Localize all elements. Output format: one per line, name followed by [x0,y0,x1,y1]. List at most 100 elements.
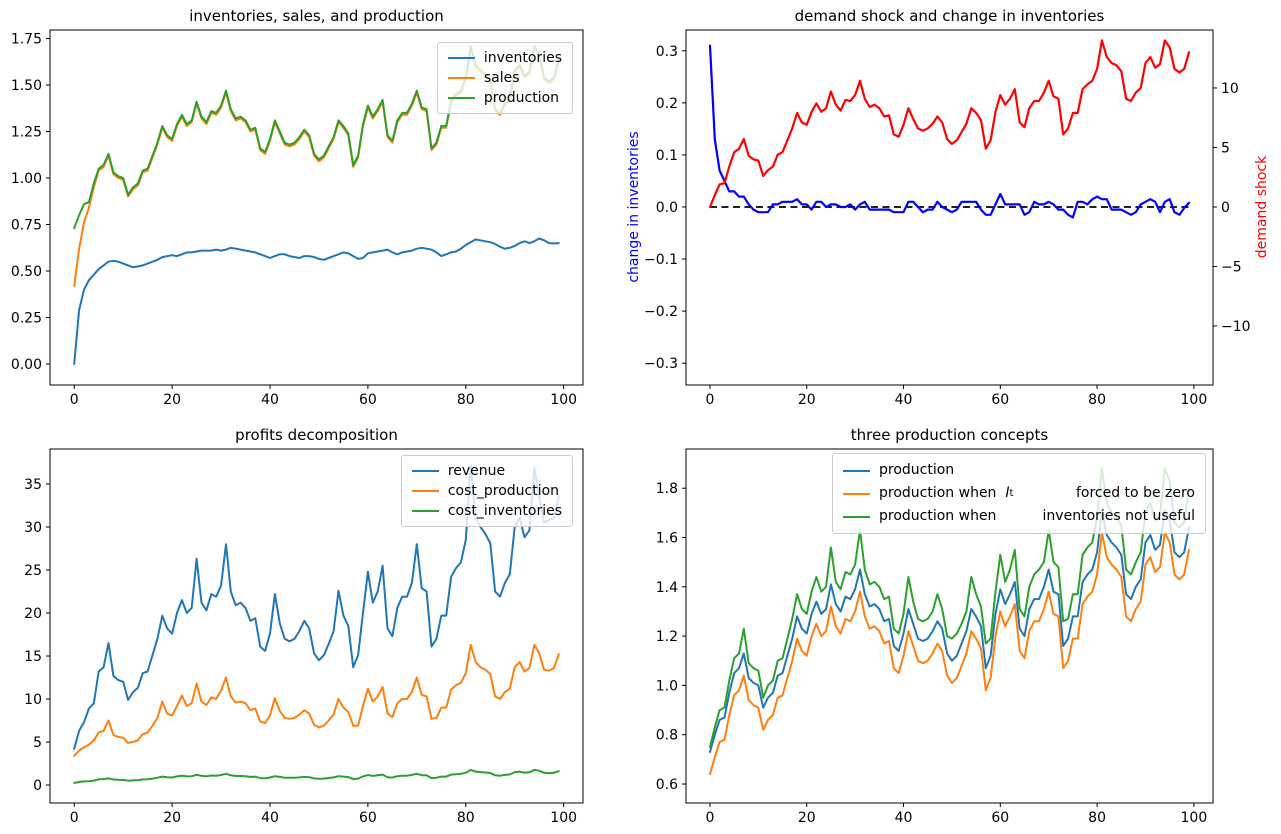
x-tick-label: 100 [1181,392,1208,408]
legend-item: revenue [411,461,562,481]
legend-label: production [483,90,560,106]
legend-line-swatch [411,490,439,492]
legend-item: cost_production [411,481,562,501]
x-tick-label: 20 [798,810,816,826]
legend-line-swatch [843,515,870,518]
x-tick-label: 20 [798,392,816,408]
y-tick-label: 0.25 [11,310,42,326]
y-tick-label: 0.3 [656,44,678,60]
y-right-tick-label: −5 [1221,259,1242,275]
x-tick-label: 20 [163,810,181,826]
x-tick-label: 0 [705,810,714,826]
legend-item: cost_inventories [411,501,562,521]
y-tick-label: 30 [24,520,42,536]
legend-item: production when inventories not useful [843,505,1195,528]
x-tick-label: 40 [261,392,279,408]
chart3-title: profits decomposition [235,426,398,444]
y-axis-label-demand-shock: demand shock [1254,155,1270,259]
y-tick-label: 10 [24,692,42,708]
axes-frame [49,448,584,804]
x-tick-label: 40 [895,392,913,408]
legend-label: revenue [447,463,506,479]
y-tick-label: −0.2 [644,304,678,320]
legend-item: inventories [447,48,562,68]
x-tick-label: 60 [359,392,377,408]
y-right-tick-label: 10 [1221,81,1239,97]
series-line-change-in-inventories [708,44,1191,219]
legend-label-right: forced to be zero [1075,485,1195,501]
series-line-production-when-i_t-forced-to-be-zero [709,531,1190,776]
x-tick-label: 100 [550,392,577,408]
series-line-demand-shock [708,39,1191,209]
y-tick-label: 15 [24,649,42,665]
legend-line-swatch [843,492,870,495]
y-tick-label: −0.3 [644,356,678,372]
legend-label: cost_inventories [447,503,562,519]
chart3-legend: revenue cost_production cost_inventories [400,455,573,527]
series-line-cost_inventories [73,768,560,784]
y-tick-label: 35 [24,477,42,493]
y-tick-label: 20 [24,606,42,622]
legend-label: production [879,462,955,478]
y-tick-label: 1.50 [11,78,42,94]
y-tick-label: 0.2 [656,96,678,112]
x-tick-label: 0 [70,392,79,408]
x-tick-label: 60 [991,810,1009,826]
legend-line-swatch [447,57,475,59]
legend-item: sales [447,68,562,88]
legend-line-swatch [843,469,870,472]
legend-item: production [447,88,562,108]
y-axis-label-change-in-inventories: change in inventories [626,131,642,283]
y-tick-label: 1.2 [656,629,678,645]
x-tick-label: 60 [991,392,1009,408]
y-tick-label: 25 [24,563,42,579]
chart1-title: inventories, sales, and production [189,7,444,25]
series-line-inventories [73,237,560,365]
x-tick-label: 60 [359,810,377,826]
axes-frame [685,29,1214,386]
chart-3-axes: 0 20 40 60 80 100 0 5 10 15 20 25 30 35 [24,448,584,826]
legend-line-swatch [411,510,439,512]
y-tick-label: 0.0 [656,200,678,216]
y-tick-label: 1.75 [11,32,42,48]
x-tick-label: 80 [1088,392,1106,408]
chart2-title: demand shock and change in inventories [794,7,1105,25]
legend-label: cost_production [447,483,560,499]
y-tick-label: 1.25 [11,125,42,141]
legend-item: production [843,459,1195,482]
chart1-legend: inventories sales production [436,42,573,114]
x-tick-label: 0 [705,392,714,408]
math-subscript: t [1009,488,1014,499]
y-tick-label: 1.0 [656,678,678,694]
y-tick-label: 0.1 [656,148,678,164]
x-tick-label: 80 [1088,810,1106,826]
y-right-tick-label: −10 [1221,319,1251,335]
math-italic-symbol: I [1005,485,1010,501]
y-tick-label: 0.6 [656,777,678,793]
legend-line-swatch [447,97,475,99]
x-tick-label: 80 [457,810,475,826]
legend-label: production when [879,485,997,501]
chart-2-axes: 0 20 40 60 80 100−0.3−0.2−0.10.00.10.20.3−10−… [644,29,1251,408]
chart-4-axes: 0 20 40 60 80 100 0.6 0.8 1.0 1.2 1.4 1.6 1.8 [656,448,1214,826]
y-tick-label: 1.00 [11,171,42,187]
legend-label-right: inventories not useful [1042,508,1195,524]
chart4-title: three production concepts [850,426,1049,444]
y-tick-label: 5 [33,735,42,751]
y-tick-label: −0.1 [644,252,678,268]
y-tick-label: 0.50 [11,264,42,280]
legend-label: inventories [483,50,562,66]
axes-frame [49,29,584,386]
series-line-cost_production [73,643,560,757]
legend-line-swatch [411,470,439,472]
x-tick-label: 0 [70,810,79,826]
x-tick-label: 80 [457,392,475,408]
y-right-tick-label: 0 [1221,200,1230,216]
y-tick-label: 0.75 [11,218,42,234]
x-tick-label: 100 [1181,810,1208,826]
y-tick-label: 0.00 [11,357,42,373]
x-tick-label: 40 [895,810,913,826]
